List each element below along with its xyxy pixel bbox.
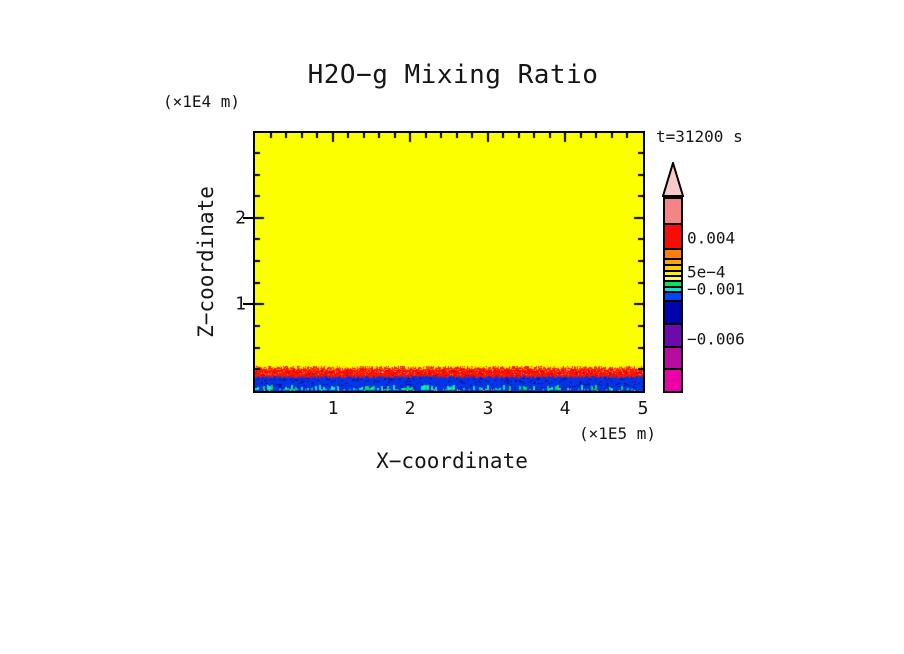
colorbar-segment-navy bbox=[665, 300, 681, 324]
colorbar-segment-pale-yellow bbox=[665, 275, 681, 281]
colorbar bbox=[663, 197, 683, 393]
colorbar-segment-salmon bbox=[665, 199, 681, 223]
colorbar-segment-amber bbox=[665, 258, 681, 265]
x-tick-label-2: 2 bbox=[404, 398, 416, 419]
x-axis-title: X−coordinate bbox=[376, 449, 528, 473]
x-tick-label-4: 4 bbox=[559, 398, 571, 419]
colorbar-arrow-tip-icon bbox=[662, 162, 684, 197]
colorbar-segment-orange bbox=[665, 247, 681, 259]
colorbar-segment-cyan bbox=[665, 285, 681, 292]
x-tick-label-3: 3 bbox=[482, 398, 494, 419]
colorbar-segment-gold bbox=[665, 264, 681, 270]
colorbar-label-0: 0.004 bbox=[687, 228, 736, 248]
z-axis-major-tick-2 bbox=[243, 217, 255, 219]
colorbar-segment-spring-green bbox=[665, 280, 681, 286]
z-axis-unit-label: (×1E4 m) bbox=[163, 92, 241, 111]
plot-title: H2O−g Mixing Ratio bbox=[307, 60, 599, 90]
time-stamp-label: t=31200 s bbox=[656, 127, 743, 146]
colorbar-segment-blue bbox=[665, 291, 681, 301]
z-axis-major-tick-1 bbox=[243, 303, 255, 305]
z-tick-label-1: 1 bbox=[235, 293, 246, 315]
x-axis-unit-label: (×1E5 m) bbox=[578, 424, 656, 443]
x-tick-label-1: 1 bbox=[327, 398, 339, 419]
colorbar-segment-red bbox=[665, 222, 681, 248]
colorbar-segment-violet-magenta bbox=[665, 346, 681, 368]
heatmap-canvas bbox=[255, 133, 643, 391]
heatmap-plot-area bbox=[253, 131, 645, 393]
colorbar-segment-magenta bbox=[665, 367, 681, 392]
colorbar-segment-yellow bbox=[665, 269, 681, 276]
colorbar-segment-purple bbox=[665, 323, 681, 347]
colorbar-label-3: −0.006 bbox=[687, 329, 745, 349]
z-axis-title: Z−coordinate bbox=[194, 186, 218, 338]
x-tick-label-5: 5 bbox=[637, 398, 649, 419]
colorbar-label-2: −0.001 bbox=[687, 279, 745, 299]
z-tick-label-2: 2 bbox=[235, 207, 246, 229]
colorbar-label-1: 5e−4 bbox=[687, 262, 726, 282]
